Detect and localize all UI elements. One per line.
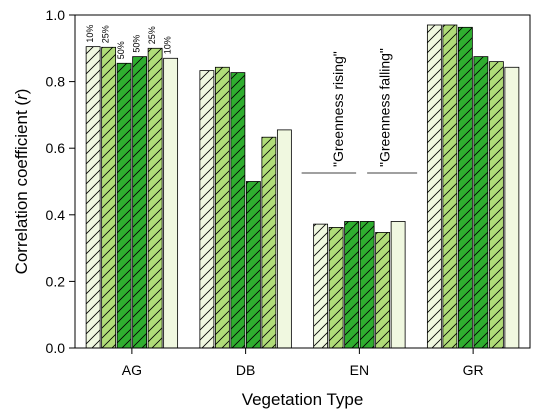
bar-hatch [329, 227, 344, 348]
bar-percent-label: 50% [116, 41, 126, 59]
bar [276, 129, 292, 349]
annotations-group: "Greenness rising" "Greenness falling" [301, 48, 418, 174]
bar-hatch [473, 56, 488, 348]
bar-percent-label: 10% [163, 36, 173, 54]
y-tick-label: 1.0 [46, 7, 66, 23]
x-tick-label: DB [236, 362, 255, 378]
bar-hatch [360, 221, 375, 348]
bar [504, 66, 520, 349]
annotation-greenness-falling: "Greenness falling" [376, 48, 392, 167]
y-axis-title-prefix: Correlation coefficient ( [12, 100, 31, 275]
bar [163, 57, 179, 349]
x-tick-label: EN [350, 362, 369, 378]
bar-hatch [199, 70, 214, 349]
y-tick-label: 0.2 [46, 273, 66, 289]
bar-hatch [101, 47, 116, 349]
bar-hatch [442, 24, 457, 349]
bar-hatch [375, 232, 390, 348]
y-tick-label: 0.8 [46, 74, 66, 90]
bar-hatch [132, 56, 147, 348]
y-axis-title-suffix: ) [12, 89, 31, 95]
y-tick-label: 0.4 [46, 207, 66, 223]
x-axis-title: Vegetation Type [242, 390, 364, 409]
bar-percent-label: 50% [132, 35, 142, 53]
bar [390, 221, 406, 349]
axes-group: 0.0 0.2 0.4 0.6 0.8 1.0 AG DB EN GR [46, 7, 484, 378]
bar-hatch [458, 27, 473, 349]
bar-hatch [246, 181, 261, 348]
bar-hatch [489, 61, 504, 349]
y-tick-label: 0.6 [46, 140, 66, 156]
bar-hatch [427, 24, 442, 349]
annotation-greenness-rising: "Greenness rising" [330, 51, 346, 167]
bar-hatch [230, 72, 245, 348]
bar-percent-label: 10% [85, 25, 95, 43]
bar-percent-label: 25% [147, 26, 157, 44]
bar-hatch [313, 224, 328, 348]
y-axis-title-variable: r [12, 93, 31, 100]
plot-frame [74, 14, 531, 349]
bar-percent-label: 25% [101, 25, 111, 43]
y-tick-label: 0.0 [46, 340, 66, 356]
y-axis-title: Correlation coefficient (r) [12, 89, 31, 275]
bar-hatch [148, 48, 163, 349]
bar-hatch [215, 67, 230, 348]
bars-group: 10% 25% 50% 50% 25% 10% [85, 24, 520, 349]
x-tick-label: AG [122, 362, 142, 378]
bar-hatch [117, 63, 132, 348]
bar-hatch [261, 137, 276, 348]
x-tick-label: GR [463, 362, 484, 378]
bar-hatch [344, 221, 359, 348]
bar-hatch [86, 46, 101, 348]
